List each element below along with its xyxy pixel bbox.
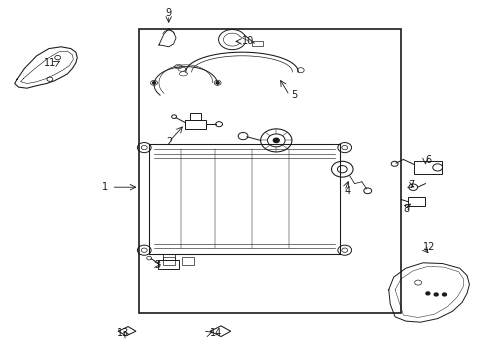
Text: 2: 2 — [166, 137, 172, 147]
Bar — [158, 260, 179, 269]
Bar — [163, 257, 174, 265]
Circle shape — [152, 82, 155, 84]
Text: 13: 13 — [117, 328, 129, 338]
Text: 12: 12 — [422, 242, 434, 252]
Text: 6: 6 — [425, 155, 431, 165]
Circle shape — [425, 292, 429, 295]
Bar — [189, 113, 201, 120]
Text: 9: 9 — [165, 8, 171, 18]
Text: 7: 7 — [407, 180, 414, 190]
Text: 5: 5 — [290, 90, 297, 100]
Text: 1: 1 — [101, 182, 107, 192]
Bar — [413, 161, 441, 174]
Text: 14: 14 — [210, 328, 222, 338]
Bar — [139, 29, 400, 313]
Text: 11: 11 — [44, 58, 56, 68]
Text: 4: 4 — [344, 186, 350, 196]
Circle shape — [273, 138, 279, 143]
Bar — [407, 197, 425, 206]
Text: 8: 8 — [403, 204, 409, 214]
Text: 3: 3 — [154, 260, 160, 270]
Bar — [184, 120, 206, 129]
Bar — [251, 41, 262, 46]
Text: 10: 10 — [242, 36, 254, 46]
Bar — [163, 254, 174, 260]
Circle shape — [442, 293, 446, 296]
Circle shape — [216, 82, 219, 84]
Bar — [182, 257, 194, 265]
Circle shape — [433, 293, 437, 296]
